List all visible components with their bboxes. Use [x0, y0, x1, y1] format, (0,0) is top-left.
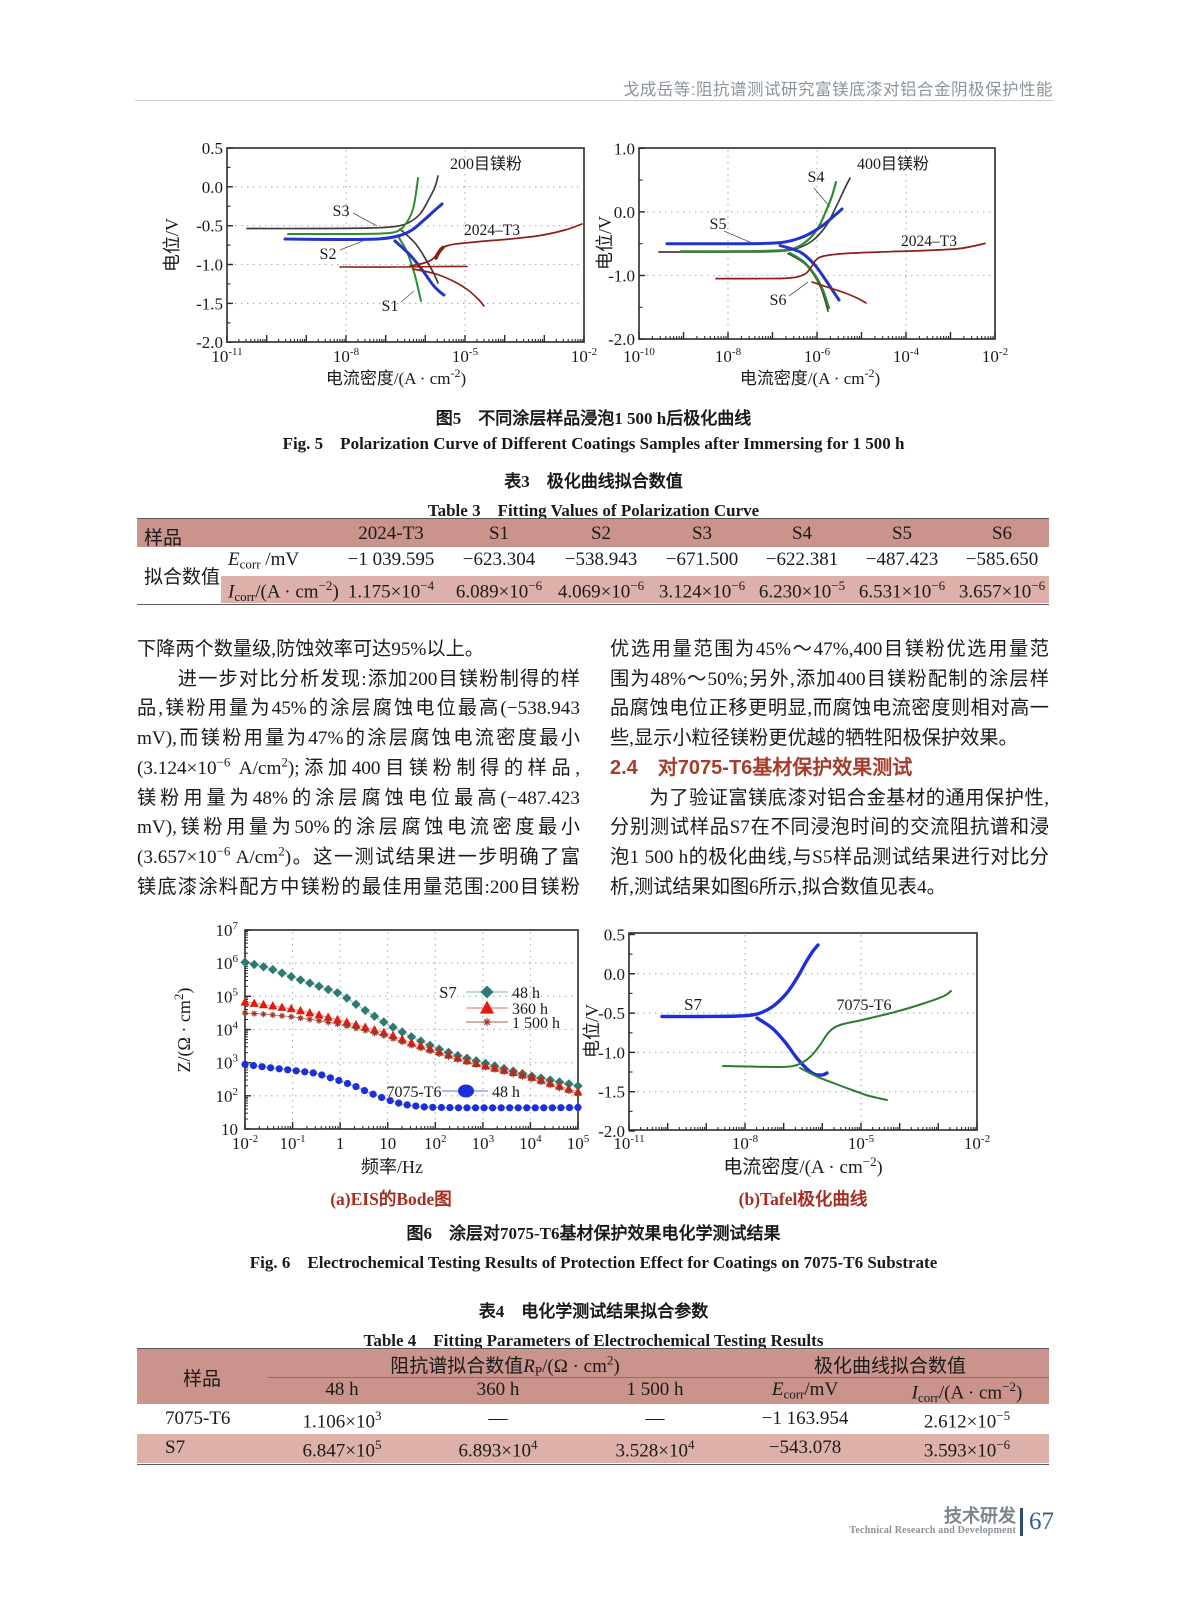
- svg-text:2024–T3: 2024–T3: [901, 233, 957, 250]
- svg-text:-0.5: -0.5: [598, 1004, 625, 1023]
- svg-text:10-2: 10-2: [232, 1133, 258, 1153]
- svg-text:-1.0: -1.0: [196, 256, 223, 275]
- svg-text:1 500 h: 1 500 h: [512, 1015, 560, 1032]
- svg-text:48 h: 48 h: [512, 985, 540, 1002]
- svg-text:7075-T6: 7075-T6: [386, 1084, 441, 1101]
- svg-text:S1: S1: [382, 298, 399, 315]
- svg-text:-1.0: -1.0: [598, 1043, 625, 1062]
- svg-text:10-5: 10-5: [848, 1133, 875, 1153]
- svg-text:-0.5: -0.5: [196, 217, 223, 236]
- svg-text:电流密度/(A · cm−2): 电流密度/(A · cm−2): [723, 1154, 882, 1178]
- svg-text:0.5: 0.5: [202, 139, 223, 158]
- svg-text:S5: S5: [710, 216, 727, 233]
- svg-text:103: 103: [472, 1133, 495, 1153]
- svg-text:-2.0: -2.0: [608, 330, 635, 349]
- svg-text:S7: S7: [684, 995, 702, 1014]
- svg-text:106: 106: [216, 953, 239, 973]
- svg-text:1.0: 1.0: [614, 139, 635, 158]
- svg-text:S2: S2: [320, 246, 337, 263]
- svg-text:电位/V: 电位/V: [162, 218, 182, 272]
- svg-text:电流密度/(A · cm-2): 电流密度/(A · cm-2): [326, 366, 466, 388]
- svg-text:-1.5: -1.5: [196, 294, 223, 313]
- svg-text:10-8: 10-8: [732, 1133, 759, 1153]
- svg-text:0.5: 0.5: [604, 926, 625, 945]
- svg-text:S3: S3: [333, 203, 350, 220]
- svg-text:0.0: 0.0: [604, 965, 625, 984]
- svg-text:10-1: 10-1: [280, 1133, 306, 1153]
- svg-text:-1.0: -1.0: [608, 267, 635, 286]
- svg-text:48 h: 48 h: [492, 1084, 520, 1101]
- svg-text:360 h: 360 h: [512, 1001, 548, 1018]
- svg-text:2024–T3: 2024–T3: [464, 222, 520, 239]
- svg-text:105: 105: [567, 1133, 590, 1153]
- svg-text:102: 102: [216, 1086, 239, 1106]
- svg-text:105: 105: [216, 986, 239, 1006]
- svg-text:102: 102: [424, 1133, 447, 1153]
- svg-text:1: 1: [336, 1134, 345, 1153]
- svg-text:10-11: 10-11: [613, 1133, 644, 1153]
- svg-text:频率/Hz: 频率/Hz: [361, 1157, 423, 1177]
- svg-text:103: 103: [216, 1053, 239, 1073]
- svg-text:107: 107: [216, 920, 239, 940]
- svg-text:10-2: 10-2: [964, 1133, 990, 1153]
- svg-text:电位/V: 电位/V: [582, 1004, 602, 1058]
- svg-text:0.0: 0.0: [202, 178, 223, 197]
- svg-text:104: 104: [519, 1133, 542, 1153]
- svg-text:S6: S6: [770, 292, 787, 309]
- svg-text:10: 10: [221, 1120, 238, 1139]
- svg-text:104: 104: [216, 1020, 239, 1040]
- svg-text:-1.5: -1.5: [598, 1083, 625, 1102]
- svg-text:-2.0: -2.0: [598, 1122, 625, 1141]
- svg-text:S7: S7: [439, 983, 456, 1002]
- svg-text:电流密度/(A · cm-2): 电流密度/(A · cm-2): [740, 366, 880, 388]
- svg-text:S4: S4: [808, 169, 825, 186]
- svg-text:电位/V: 电位/V: [595, 216, 615, 270]
- svg-text:-2.0: -2.0: [196, 333, 223, 352]
- svg-text:10: 10: [379, 1134, 396, 1153]
- svg-text:0.0: 0.0: [614, 203, 635, 222]
- svg-text:7075-T6: 7075-T6: [836, 997, 891, 1014]
- svg-text:400目镁粉: 400目镁粉: [857, 155, 929, 173]
- svg-text:Z/(Ω · cm2): Z/(Ω · cm2): [171, 988, 195, 1073]
- svg-text:200目镁粉: 200目镁粉: [450, 155, 522, 173]
